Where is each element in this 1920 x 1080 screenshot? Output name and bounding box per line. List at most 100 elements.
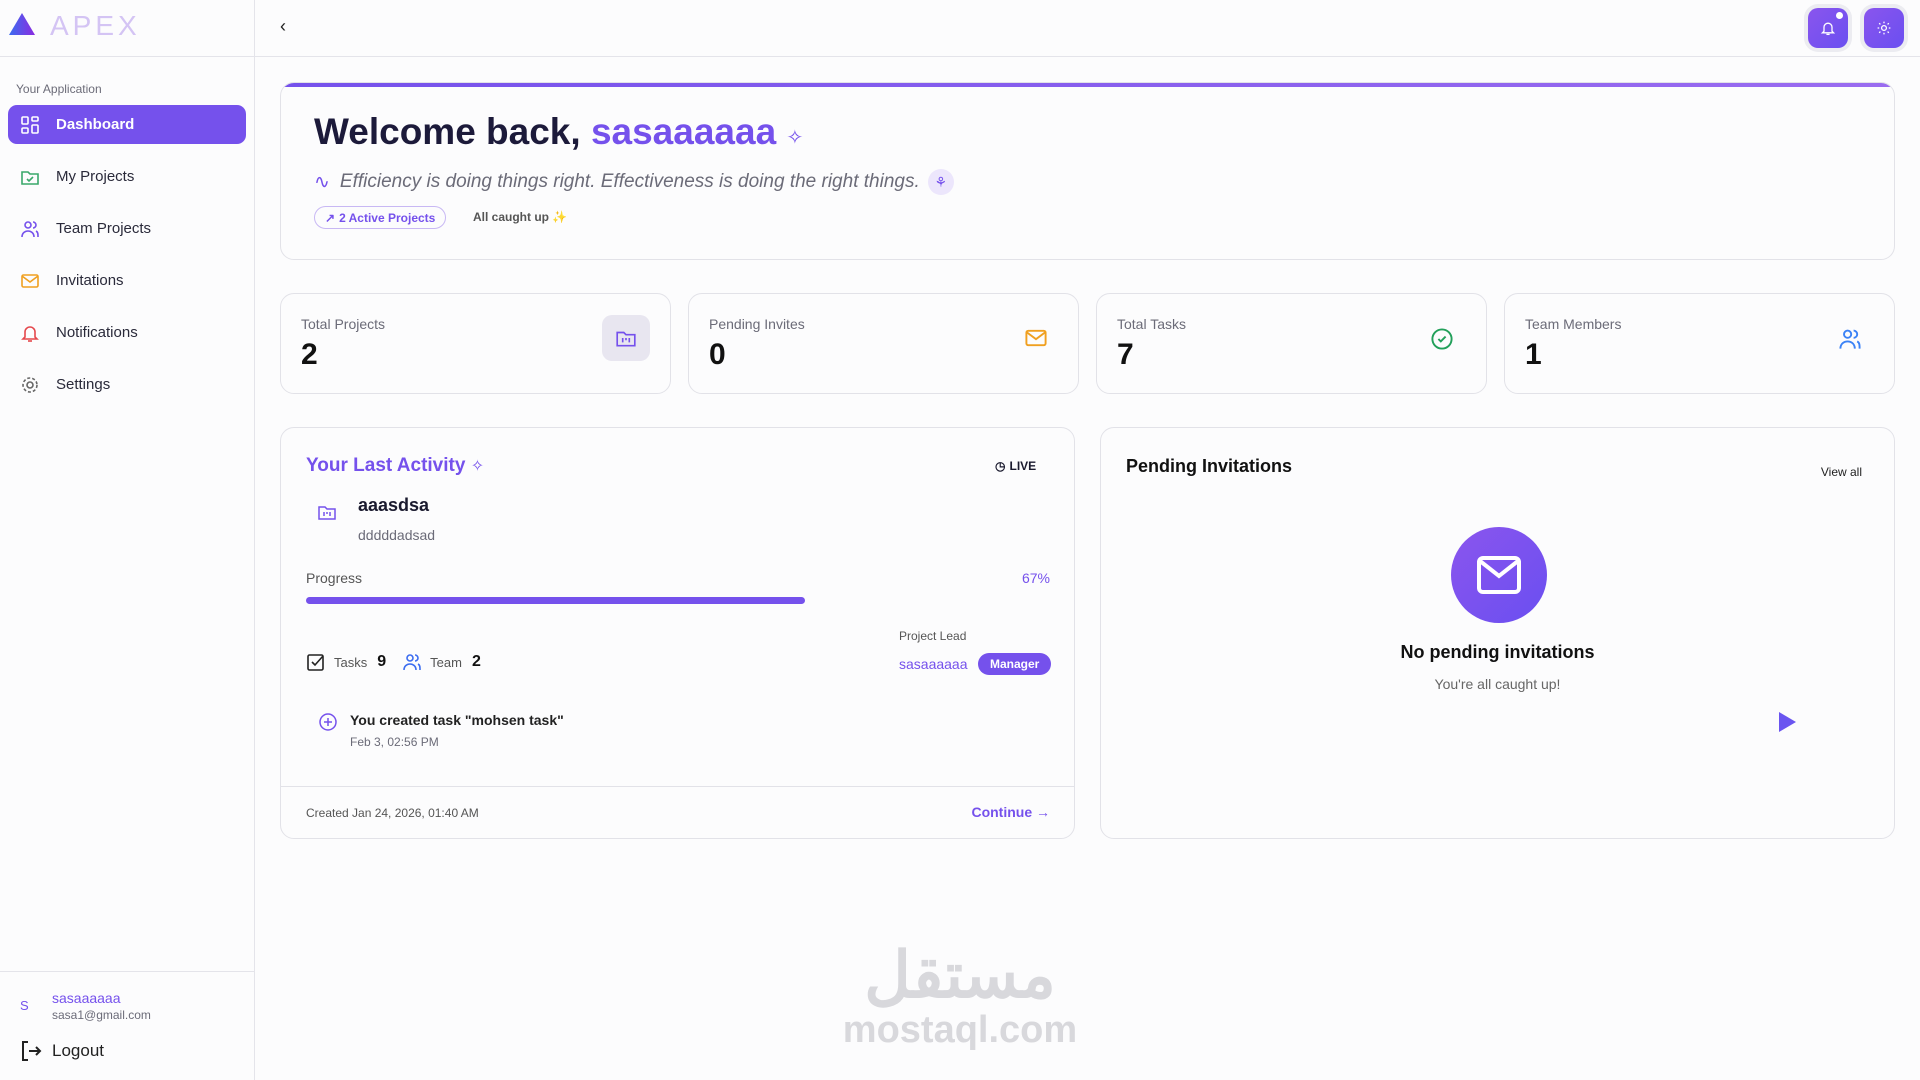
mail-icon	[1025, 329, 1047, 347]
progress-percent: 67%	[1021, 570, 1050, 586]
watermark-logo: مستقل mostaql.com	[760, 940, 1160, 1050]
active-projects-badge: ↗ 2 Active Projects	[314, 206, 447, 229]
folder-icon	[602, 315, 650, 361]
sidebar-item-label: My Projects	[56, 168, 135, 185]
sparkles-icon: ✧	[470, 458, 485, 475]
party-icon: ✨	[552, 210, 568, 224]
stat-value: 0	[709, 338, 726, 371]
users-icon	[1839, 329, 1861, 349]
sidebar-item-dashboard[interactable]: Dashboard	[8, 105, 246, 144]
empty-state-title: No pending invitations	[1400, 642, 1595, 662]
page-title: Welcome back, sasaaaaaa ✧	[314, 111, 804, 152]
activity-event-time: Feb 3, 02:56 PM	[350, 735, 439, 749]
check-circle-icon	[1431, 328, 1453, 350]
logo-icon	[9, 13, 35, 35]
apex-logo[interactable]	[9, 13, 35, 40]
mail-icon	[21, 273, 39, 288]
folder-check-icon	[21, 170, 39, 185]
stat-label: Team Members	[1525, 316, 1622, 332]
checkbox-icon	[307, 654, 324, 671]
status-text: All caught up ✨	[473, 210, 568, 224]
bell-icon	[1820, 22, 1836, 36]
welcome-card: Welcome back, sasaaaaaa ✧ ∿ Efficiency i…	[280, 82, 1895, 260]
collapse-sidebar-button[interactable]: ‹	[280, 16, 286, 36]
stat-label: Pending Invites	[709, 316, 805, 332]
team-count: 2	[471, 653, 481, 670]
dashboard-icon	[21, 115, 39, 134]
project-lead-label: Project Lead	[899, 629, 967, 643]
sidebar	[0, 0, 255, 1080]
empty-state-subtitle: You're all caught up!	[1434, 676, 1561, 692]
project-name[interactable]: aaasdsa	[358, 495, 430, 515]
invitations-title: Pending Invitations	[1126, 456, 1293, 476]
continue-link[interactable]: Continue →	[971, 804, 1050, 820]
stat-value: 7	[1117, 338, 1134, 371]
play-icon[interactable]	[1777, 711, 1797, 733]
project-stats: Tasks 9 Team 2	[306, 652, 481, 672]
brain-icon: ⚘	[927, 169, 954, 195]
project-lead-name[interactable]: sasaaaaaa	[899, 656, 968, 672]
logout-button[interactable]: Logout	[20, 1040, 104, 1062]
quote: ∿ Efficiency is doing things right. Effe…	[314, 169, 954, 195]
project-description: dddddadsad	[358, 527, 436, 543]
sidebar-item-label: Invitations	[56, 272, 124, 289]
user-name: sasaaaaaa	[52, 990, 121, 1006]
user-email: sasa1@gmail.com	[52, 1008, 151, 1022]
sidebar-section-label: Your Application	[16, 82, 102, 96]
trending-up-icon: ↗	[325, 210, 336, 225]
live-indicator: ◷ LIVE	[995, 459, 1037, 473]
stat-label: Total Projects	[301, 316, 386, 332]
plus-circle-icon	[319, 713, 337, 731]
stat-card-pending-invites: Pending Invites 0	[688, 293, 1079, 394]
role-badge: Manager	[978, 653, 1052, 675]
sidebar-item-invitations[interactable]: Invitations	[8, 261, 246, 300]
sidebar-item-label: Dashboard	[56, 116, 135, 133]
sidebar-item-team-projects[interactable]: Team Projects	[8, 209, 246, 248]
stat-label: Total Tasks	[1117, 316, 1186, 332]
progress-bar	[306, 597, 1051, 604]
created-date: Created Jan 24, 2026, 01:40 AM	[306, 806, 479, 820]
bell-icon	[21, 325, 39, 342]
sidebar-item-label: Team Projects	[56, 220, 152, 237]
progress-label: Progress	[306, 570, 363, 586]
avatar: S	[20, 998, 29, 1013]
sidebar-item-label: Settings	[56, 376, 111, 393]
watermark-arabic: مستقل	[864, 939, 1056, 1011]
activity-title: Your Last Activity ✧	[306, 455, 485, 476]
activity-icon: ∿	[314, 171, 330, 193]
sun-icon	[1877, 21, 1891, 35]
brand-name: APEX	[50, 10, 141, 41]
notification-dot	[1836, 12, 1843, 19]
stat-card-team-members: Team Members 1	[1504, 293, 1895, 394]
clock-icon: ◷	[995, 459, 1006, 473]
sidebar-item-label: Notifications	[56, 324, 138, 341]
stat-card-total-projects: Total Projects 2	[280, 293, 671, 394]
watermark-latin: mostaql.com	[842, 1009, 1078, 1051]
folder-icon	[318, 506, 336, 520]
card-divider	[281, 786, 1074, 787]
theme-toggle-button[interactable]	[1864, 8, 1904, 48]
tasks-label: Tasks	[334, 654, 368, 670]
progress-fill	[306, 597, 806, 604]
stat-value: 1	[1525, 338, 1542, 371]
sidebar-item-settings[interactable]: Settings	[8, 365, 246, 404]
team-label: Team	[430, 654, 462, 670]
stat-value: 2	[301, 338, 318, 371]
sidebar-item-notifications[interactable]: Notifications	[8, 313, 246, 352]
welcome-username: sasaaaaaa	[590, 111, 777, 152]
arrow-right-icon: →	[1036, 804, 1050, 820]
pending-invitations-card: Pending Invitations View all No pending …	[1100, 427, 1895, 839]
logout-icon	[22, 1041, 42, 1061]
users-icon	[21, 220, 39, 237]
gear-icon	[22, 376, 38, 393]
mail-icon	[1451, 527, 1547, 623]
header-divider	[0, 56, 1920, 57]
users-icon	[403, 654, 421, 671]
notifications-button[interactable]	[1808, 8, 1848, 48]
sidebar-footer-divider	[0, 971, 255, 972]
logout-label: Logout	[52, 1041, 104, 1060]
activity-event: You created task "mohsen task"	[350, 712, 564, 728]
view-all-link[interactable]: View all	[1820, 465, 1862, 479]
stat-card-total-tasks: Total Tasks 7	[1096, 293, 1487, 394]
sidebar-item-my-projects[interactable]: My Projects	[8, 157, 246, 196]
